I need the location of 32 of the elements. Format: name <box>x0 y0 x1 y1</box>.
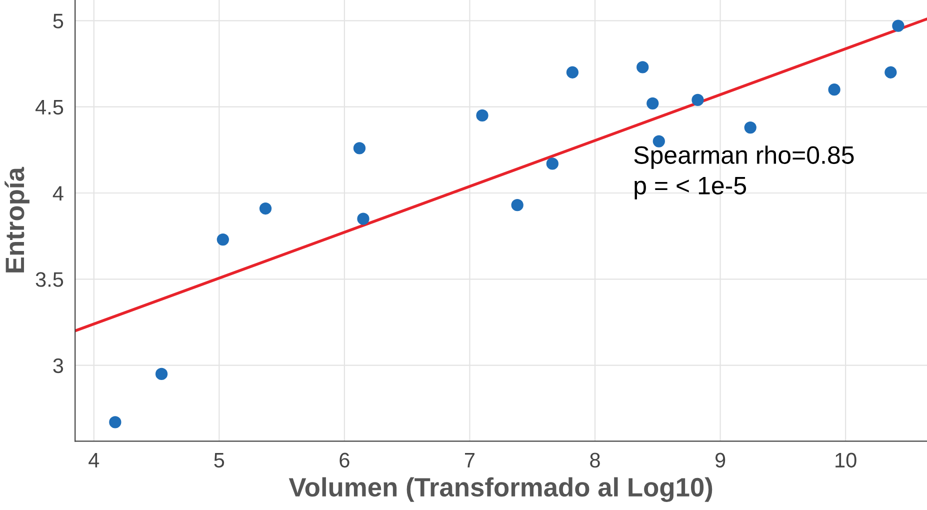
point <box>546 158 558 170</box>
point <box>828 84 840 96</box>
y-tick-label: 4 <box>52 186 64 201</box>
point <box>155 368 168 380</box>
annotation: Spearman rho=0.85 p = < 1e-5 <box>634 146 854 200</box>
x-tick-label: 10 <box>836 452 856 468</box>
point <box>636 61 649 74</box>
x-tick-label: 9 <box>715 452 726 468</box>
point <box>892 20 904 32</box>
point <box>511 198 524 212</box>
y-tick-label: 3 <box>53 358 64 374</box>
x-axis-title: Volumen (Transformado al Log10) <box>288 477 712 502</box>
point <box>353 142 366 154</box>
y-tick-label: 4.5 <box>35 100 64 115</box>
point <box>259 202 272 215</box>
point <box>216 233 229 246</box>
point <box>744 121 756 134</box>
point <box>357 212 370 225</box>
y-axis-title: Entropía <box>4 166 30 272</box>
point <box>566 66 579 78</box>
point <box>109 416 122 428</box>
point <box>646 97 659 110</box>
x-tick-label: 7 <box>465 453 474 468</box>
x-tick-label: 8 <box>590 452 600 468</box>
x-tick-label: 4 <box>88 453 100 468</box>
x-tick-label: 6 <box>340 452 350 468</box>
y-tick-label: 3.5 <box>36 272 64 287</box>
point <box>476 109 488 122</box>
point <box>884 66 897 78</box>
y-tick-label: 5 <box>53 14 64 28</box>
point <box>692 94 704 106</box>
x-tick-label: 5 <box>214 453 224 468</box>
